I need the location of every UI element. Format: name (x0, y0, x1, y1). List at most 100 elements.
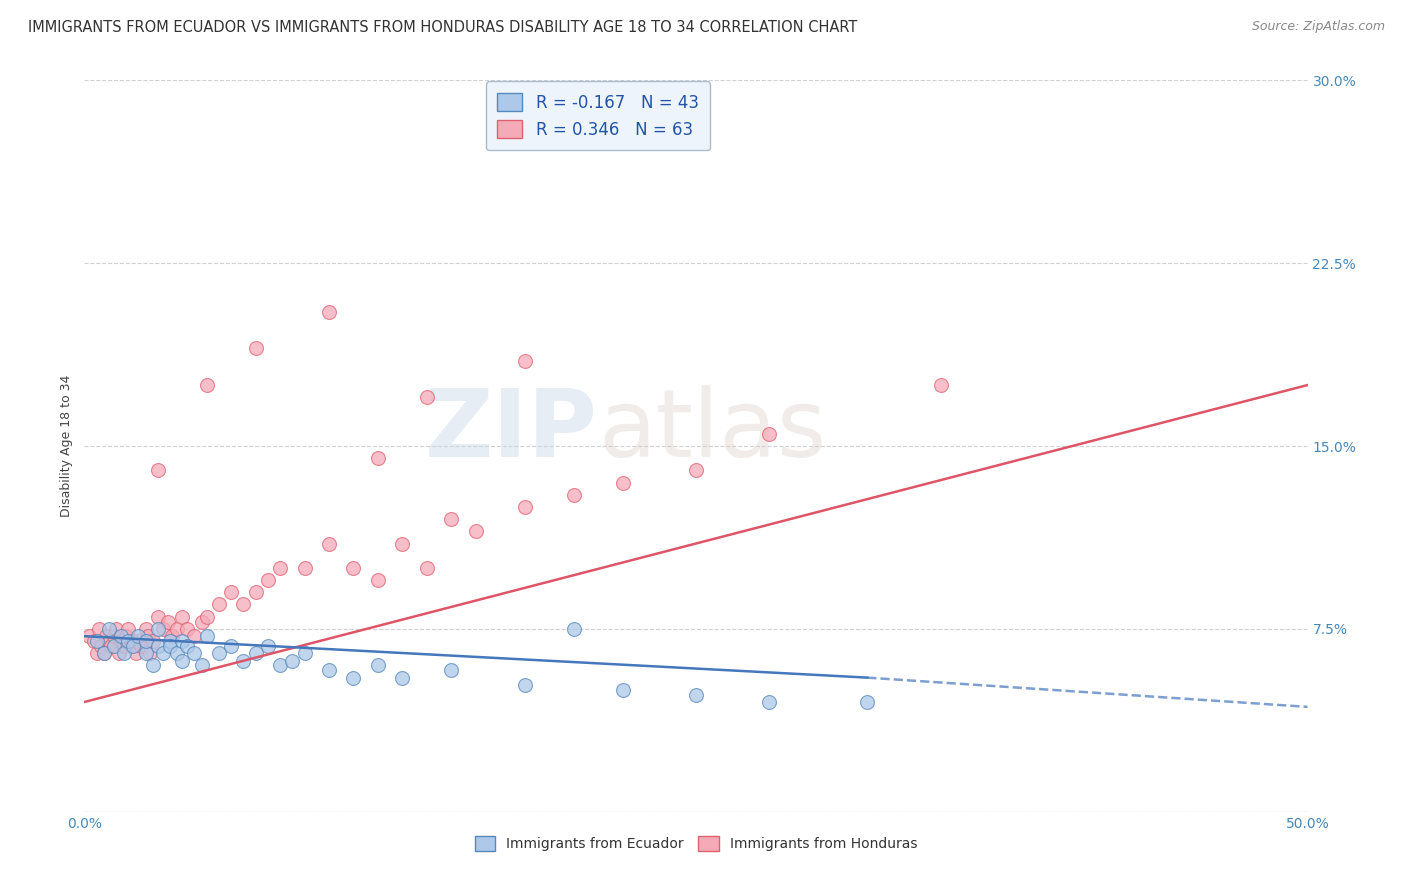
Point (120, 639, 142, 653)
Point (612, 97, 634, 112)
Point (86, 646, 108, 660)
Point (142, 634, 165, 648)
Point (191, 658, 214, 673)
Point (156, 615, 179, 629)
Point (135, 646, 157, 660)
Point (125, 646, 148, 660)
Point (342, 561, 364, 575)
Point (135, 634, 157, 648)
Point (176, 622, 198, 636)
Text: ZIP: ZIP (425, 385, 598, 477)
Point (100, 639, 122, 653)
Point (367, 451, 389, 466)
Point (112, 646, 135, 660)
Point (152, 646, 174, 660)
Point (257, 639, 280, 653)
Point (146, 609, 169, 624)
Point (77, 629, 100, 643)
Point (562, 488, 585, 502)
Point (612, 682, 634, 697)
Point (208, 646, 231, 660)
Point (318, 663, 340, 677)
Point (103, 639, 125, 653)
Point (245, 585, 267, 599)
Point (513, 678, 536, 692)
Point (97, 622, 120, 636)
Point (195, 609, 218, 624)
Point (195, 629, 218, 643)
Point (856, 695, 879, 709)
Point (146, 463, 169, 477)
Point (172, 654, 194, 668)
Point (129, 639, 152, 653)
Point (172, 634, 194, 648)
Point (245, 646, 267, 660)
Point (183, 646, 205, 660)
Point (103, 629, 125, 643)
Point (294, 561, 316, 575)
Point (136, 629, 159, 643)
Point (110, 629, 132, 643)
Point (127, 629, 149, 643)
Legend: Immigrants from Ecuador, Immigrants from Honduras: Immigrants from Ecuador, Immigrants from… (467, 828, 925, 860)
Point (232, 654, 254, 668)
Point (191, 615, 214, 629)
Point (87, 622, 110, 636)
Point (219, 639, 242, 653)
Y-axis label: Disability Age 18 to 34: Disability Age 18 to 34 (60, 375, 73, 517)
Point (93, 646, 115, 660)
Point (342, 671, 364, 685)
Point (612, 475, 634, 490)
Point (159, 634, 181, 648)
Point (513, 500, 536, 514)
Point (146, 639, 169, 653)
Point (685, 463, 707, 477)
Point (162, 629, 184, 643)
Point (93, 646, 115, 660)
Point (281, 654, 304, 668)
Point (90, 639, 112, 653)
Point (562, 622, 585, 636)
Point (257, 573, 280, 587)
Text: Source: ZipAtlas.com: Source: ZipAtlas.com (1251, 20, 1385, 33)
Point (318, 305, 340, 319)
Point (440, 512, 463, 526)
Point (117, 634, 139, 648)
Point (269, 658, 291, 673)
Point (758, 695, 780, 709)
Point (152, 622, 174, 636)
Point (758, 426, 780, 441)
Point (122, 634, 145, 648)
Point (139, 646, 162, 660)
Point (245, 342, 267, 356)
Point (269, 561, 291, 575)
Point (86, 634, 108, 648)
Point (294, 646, 316, 660)
Point (685, 688, 707, 702)
Point (219, 585, 242, 599)
Point (183, 629, 205, 643)
Point (112, 639, 135, 653)
Point (318, 536, 340, 550)
Point (142, 658, 165, 673)
Point (96, 629, 118, 643)
Point (122, 639, 145, 653)
Point (176, 639, 198, 653)
Point (464, 524, 486, 539)
Point (127, 634, 149, 648)
Point (83, 634, 105, 648)
Point (117, 622, 139, 636)
Text: IMMIGRANTS FROM ECUADOR VS IMMIGRANTS FROM HONDURAS DISABILITY AGE 18 TO 34 CORR: IMMIGRANTS FROM ECUADOR VS IMMIGRANTS FR… (28, 20, 858, 35)
Point (232, 598, 254, 612)
Point (440, 663, 463, 677)
Point (172, 609, 194, 624)
Point (135, 622, 157, 636)
Point (107, 646, 129, 660)
Point (391, 671, 413, 685)
Point (513, 353, 536, 368)
Point (367, 573, 389, 587)
Point (367, 658, 389, 673)
Point (110, 634, 132, 648)
Point (166, 646, 188, 660)
Point (416, 390, 439, 404)
